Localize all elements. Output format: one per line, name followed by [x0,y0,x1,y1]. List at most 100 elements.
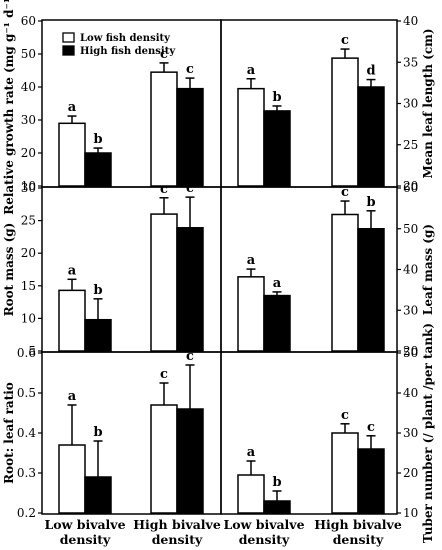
bar [84,152,112,187]
y-tick-label: 20 [403,466,418,480]
y-tick-label: 25 [403,138,418,152]
bar [237,87,265,187]
bar [58,122,86,187]
y-tick-label: 0.6 [17,346,36,360]
significance-letter: b [93,132,102,147]
y-tick-label: 50 [403,346,418,360]
legend-label-high: High fish density [80,46,176,57]
bar [263,110,291,187]
y-tick-label: 20 [403,179,418,193]
y-axis-label: Mean leaf length (cm) [421,28,435,178]
y-tick-label: 30 [403,303,418,317]
significance-letter: c [367,420,375,435]
significance-letter: c [186,349,194,364]
significance-letter: c [341,408,349,423]
chart-panel-6: 10 20 30 40 50 Tuber number (/ plant /per tan… [220,323,435,543]
significance-letter: c [341,33,349,48]
bar [176,408,204,514]
y-tick-label: 20 [21,146,36,160]
y-tick-label: 40 [403,386,418,400]
y-tick-label: 30 [21,113,36,127]
y-tick-label: 40 [403,263,418,277]
bar [237,474,265,514]
bar [84,318,112,352]
bar [150,213,178,352]
y-tick-label: 0.4 [17,426,36,440]
y-tick-label: 20 [21,246,36,260]
chart-panels: 10 20 30 40 50 60 Relative growth rate (mg g⁻¹… [2,0,435,543]
y-axis-label: Leaf mass (g) [421,224,435,315]
significance-letter: c [186,62,194,77]
chart-panel-5: 0.2 0.3 0.4 0.5 0.6 Root: leaf ratio a c b c [2,346,222,520]
significance-letter: a [273,276,282,291]
x-label-right-high-line2: density [333,532,384,547]
x-label-right-low-line1: Low bivalve [223,517,304,532]
y-tick-label: 30 [403,97,418,111]
significance-letter: a [247,253,256,268]
y-tick-label: 10 [21,179,36,193]
significance-letter: c [186,181,194,196]
y-tick-label: 0.5 [17,386,36,400]
bar [150,404,178,514]
y-tick-label: 30 [21,181,36,195]
y-tick-label: 40 [21,80,36,94]
y-tick-label: 60 [403,181,418,195]
significance-letter: a [68,389,77,404]
legend-swatch-high [62,45,75,56]
significance-letter: b [93,425,102,440]
y-axis-label: Root: leaf ratio [2,382,16,484]
bar [176,87,204,187]
bar [357,228,385,352]
bar [176,227,204,352]
significance-letter: a [247,63,256,78]
y-tick-label: 10 [403,506,418,520]
y-tick-label: 30 [403,426,418,440]
bar [58,444,86,514]
bar [331,432,359,514]
bar [237,276,265,352]
y-tick-label: 60 [21,14,36,28]
significance-letter: a [247,445,256,460]
bar [263,294,291,352]
y-tick-label: 50 [21,47,36,61]
bar [263,500,291,514]
y-tick-label: 0.3 [17,466,36,480]
y-axis-label: Relative growth rate (mg g⁻¹ d⁻¹) [2,0,16,215]
chart-panel-3: 5 10 15 20 25 30 Root mass (g) a c b c [2,181,222,358]
y-tick-label: 0.2 [17,506,36,520]
bar [331,213,359,352]
significance-letter: a [68,263,77,278]
y-tick-label: 40 [403,14,418,28]
x-label-left-high-line2: density [152,532,203,547]
significance-letter: c [160,47,168,62]
significance-letter: b [272,475,281,490]
legend-label-low: Low fish density [80,33,171,44]
x-label-right-low-line2: density [239,532,290,547]
x-label-right-high-line1: High bivalve [314,517,402,532]
legend-swatch-low [62,32,75,43]
significance-letter: d [366,64,375,79]
significance-letter: c [341,185,349,200]
x-label-left-low-line2: density [60,532,111,547]
bar [357,448,385,514]
significance-letter: c [160,182,168,197]
y-axis-label: Root mass (g) [2,223,16,317]
significance-letter: b [93,283,102,298]
significance-letter: b [272,90,281,105]
bar [150,71,178,187]
significance-letter: a [68,100,77,115]
significance-letter: b [366,195,375,210]
y-tick-label: 20 [403,344,418,358]
y-tick-label: 5 [28,344,36,358]
chart-panel-1: 10 20 30 40 50 60 Relative growth rate (mg g⁻¹… [2,0,222,215]
y-tick-label: 25 [21,214,36,228]
legend: Low fish density High fish density [62,32,176,57]
bar [331,57,359,187]
bar [357,86,385,187]
y-tick-label: 10 [21,311,36,325]
x-label-left-high-line1: High bivalve [133,517,221,532]
x-label-left-low-line1: Low bivalve [44,517,125,532]
significance-letter: c [160,367,168,382]
